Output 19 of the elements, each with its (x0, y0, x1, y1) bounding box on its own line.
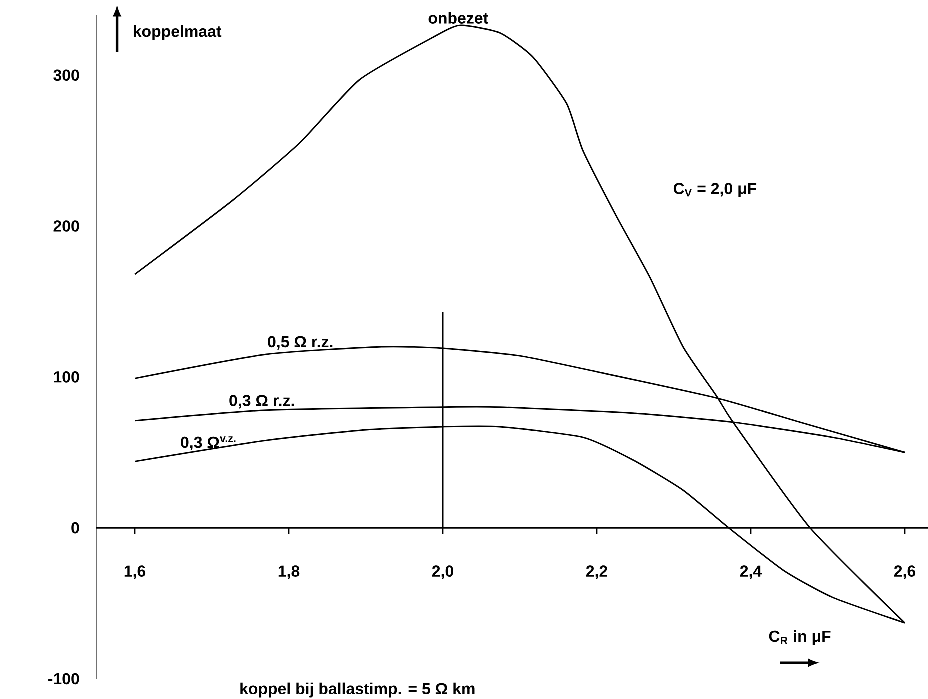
series-label: onbezet (428, 12, 488, 24)
series-label: 0,3 Ω r.z. (230, 395, 294, 409)
x-tick-label: 1,6 (124, 566, 146, 580)
y-tick-label: 300 (54, 70, 80, 82)
y-tick-label: 200 (54, 220, 80, 232)
annotation: C$_{V}$ = 2,0 μF (674, 183, 757, 198)
x-tick-label: 2,6 (894, 566, 916, 580)
x-axis-title: C$_{R}$ in μF (769, 630, 831, 646)
y-tick-label: -100 (48, 673, 80, 685)
text: koppel bij ballastimp. = 5 Ω km (240, 682, 475, 698)
y-tick-label: 100 (54, 372, 80, 383)
x-tick-label: 2,0 (432, 566, 454, 580)
series-label: 0,5 Ω r.z. (268, 336, 333, 350)
y-tick-label: 0 (72, 522, 80, 534)
x-tick-label: 2,4 (740, 566, 762, 580)
y-axis-title: koppelmaat (134, 25, 222, 40)
series-label: 0,3 Ω$^{v.z.}$ (181, 436, 236, 451)
x-tick-label: 1,8 (278, 566, 300, 580)
x-tick-label: 2,2 (586, 566, 608, 580)
